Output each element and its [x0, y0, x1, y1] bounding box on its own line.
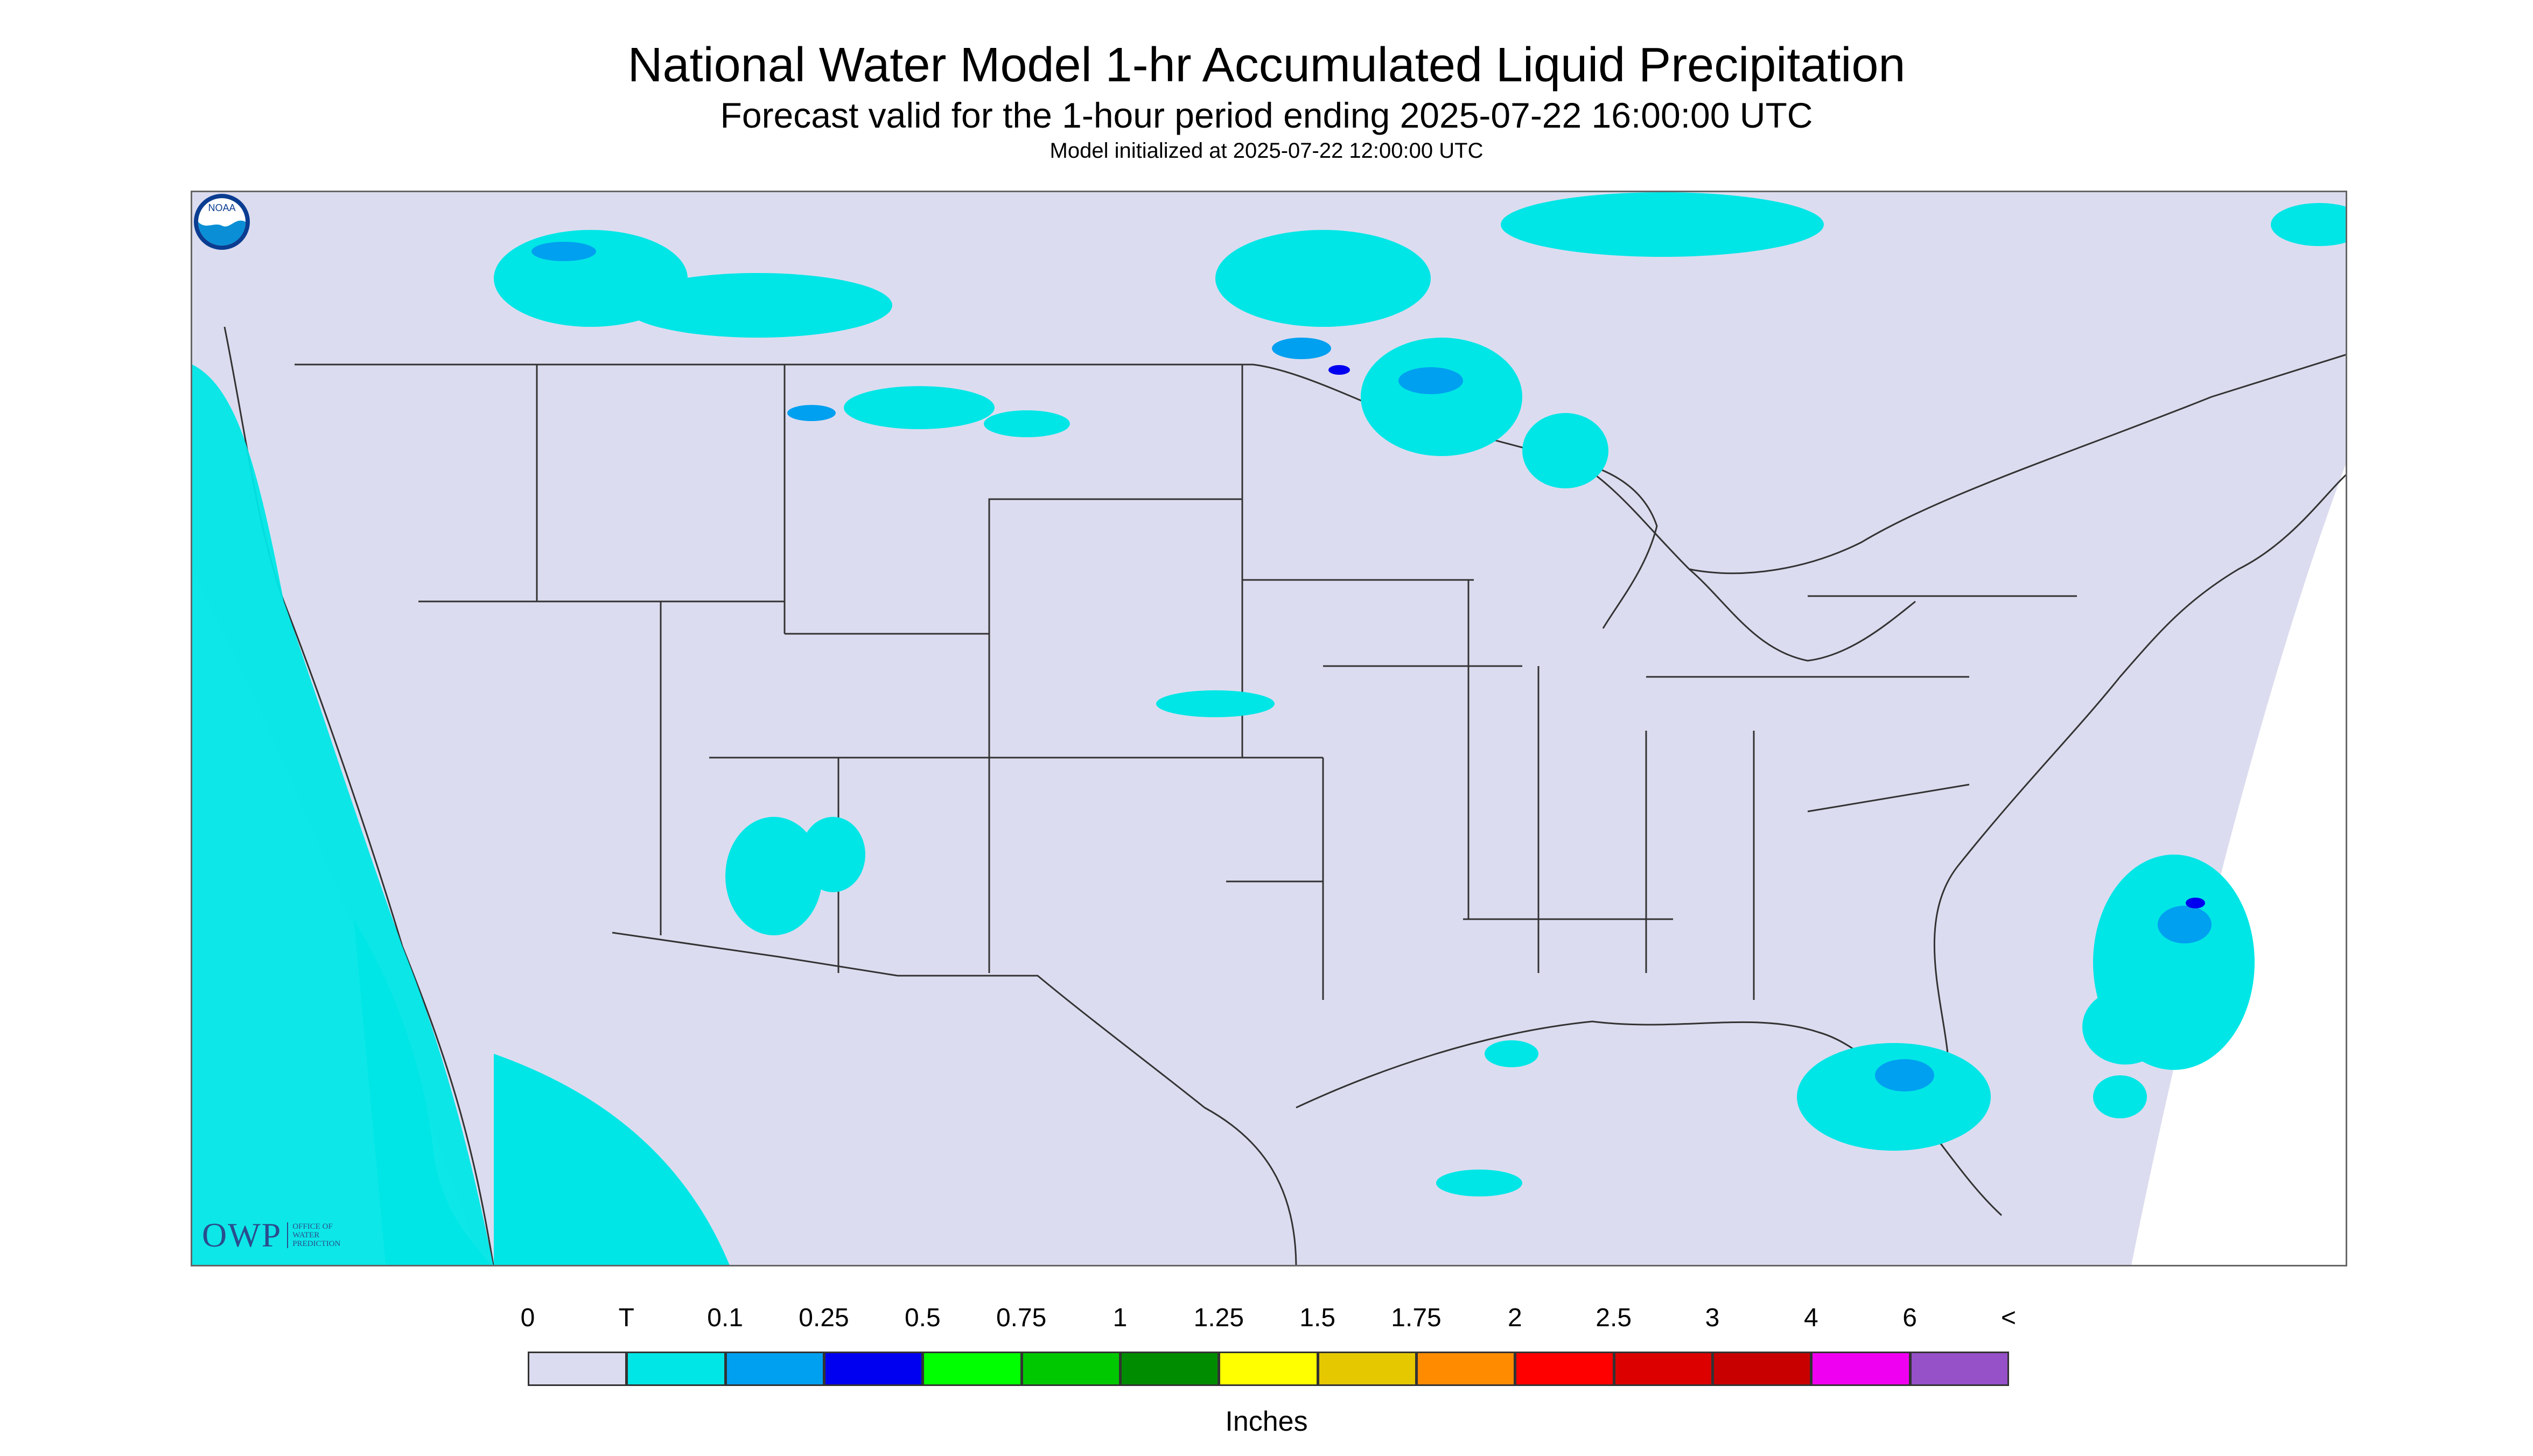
legend-color-box — [1021, 1352, 1121, 1386]
legend-color-box — [922, 1352, 1022, 1386]
legend-color-box — [1416, 1352, 1516, 1386]
legend-color-box — [1613, 1352, 1713, 1386]
legend-tick-label: 2.5 — [1596, 1304, 1632, 1332]
legend-tick-label: 1 — [1112, 1304, 1128, 1332]
map-canvas — [192, 192, 2346, 1265]
legend-color-box — [1515, 1352, 1614, 1386]
legend-color-box — [1909, 1352, 2009, 1386]
noaa-logo: NOAA — [194, 194, 250, 250]
owp-logo: OWP OFFICE OF WATER PREDICTION — [202, 1216, 341, 1254]
legend-color-box — [725, 1352, 824, 1386]
legend-color-box — [1120, 1352, 1220, 1386]
legend-color-box — [1811, 1352, 1911, 1386]
legend-color-box — [1712, 1352, 1812, 1386]
legend-color-box — [528, 1352, 627, 1386]
legend: 0 T 0.1 0.25 0.5 0.75 1 1.25 1.5 1.75 2 2.5 3 4 6 < — [521, 1303, 2016, 1389]
legend-units: Inches — [1225, 1406, 1308, 1437]
model-init-text: Model initialized at 2025-07-22 12:00:00… — [1049, 139, 1484, 163]
legend-tick-label: 1.5 — [1299, 1304, 1336, 1332]
precip-trace — [192, 192, 2346, 1265]
legend-color-box — [626, 1352, 726, 1386]
legend-tick-label: 0.1 — [707, 1304, 744, 1332]
legend-tick-label: 1.75 — [1391, 1304, 1442, 1332]
precip-moderate — [1328, 365, 2205, 908]
legend-tick-label: T — [618, 1304, 634, 1332]
legend-tick-label: 1.25 — [1193, 1304, 1244, 1332]
legend-tick-label: 0.25 — [799, 1304, 849, 1332]
precipitation-map: OWP OFFICE OF WATER PREDICTION NOAA — [191, 191, 2347, 1266]
legend-tick-label: 0.5 — [904, 1304, 941, 1332]
legend-tick-label: < — [2000, 1304, 2017, 1332]
legend-tick-label: 6 — [1902, 1304, 1918, 1332]
legend-tick-label: 2 — [1507, 1304, 1522, 1332]
legend-tick-label: 4 — [1803, 1304, 1818, 1332]
svg-text:NOAA: NOAA — [208, 202, 235, 213]
legend-tick-label: 0 — [520, 1304, 535, 1332]
map-subtitle: Forecast valid for the 1-hour period end… — [720, 95, 1813, 135]
legend-tick-label: 0.75 — [996, 1304, 1047, 1332]
model-domain — [192, 192, 2346, 1265]
precip-light — [531, 242, 2212, 1091]
map-title: National Water Model 1-hr Accumulated Li… — [627, 38, 1906, 92]
legend-color-box — [1219, 1352, 1318, 1386]
legend-color-box — [1317, 1352, 1417, 1386]
legend-tick-label: 3 — [1705, 1304, 1720, 1332]
legend-color-box — [824, 1352, 923, 1386]
